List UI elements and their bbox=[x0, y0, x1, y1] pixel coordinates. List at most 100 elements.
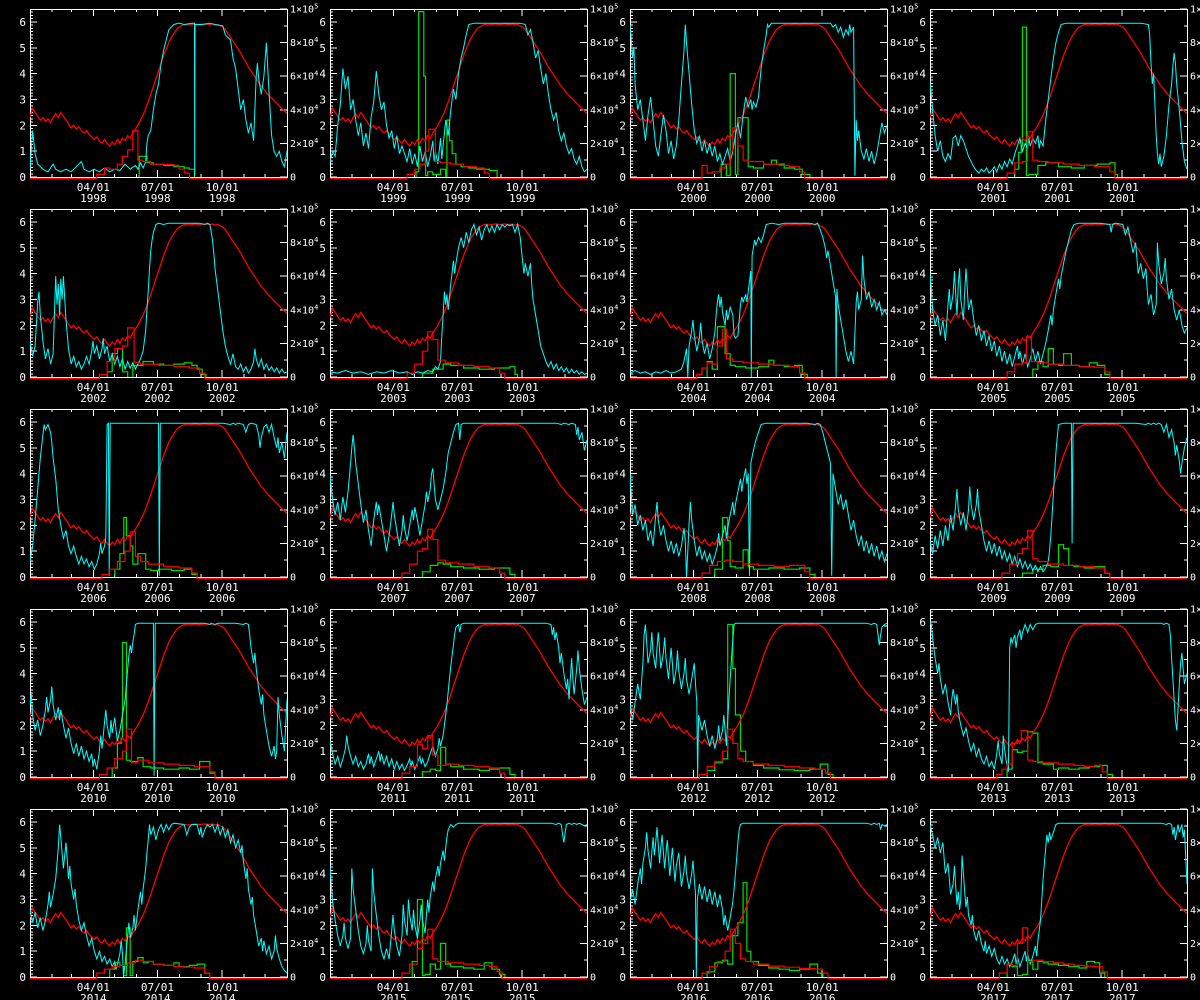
subplot-2016: 0 1 2 3 4 5 6 0 2×104 4×104 6×104 8×104 1×105 04/01 20… bbox=[600, 800, 918, 1000]
left-tick-label: 0 bbox=[319, 371, 326, 384]
x-tick-label: 07/01 bbox=[141, 581, 174, 594]
left-tick-label: 1 bbox=[919, 345, 926, 358]
left-tick-label: 1 bbox=[919, 145, 926, 158]
right-tick-label: 1×105 bbox=[590, 603, 618, 616]
x-tick-year-label: 2017 bbox=[1109, 992, 1136, 1000]
plot-svg-2005: 012345602×1044×1046×1048×1041×10504/0120… bbox=[919, 203, 1200, 406]
red-line bbox=[330, 23, 587, 148]
left-tick-label: 2 bbox=[919, 319, 926, 332]
axis-box bbox=[330, 209, 588, 378]
x-tick-year-label: 2003 bbox=[444, 392, 471, 405]
subplot-2012: 0 1 2 3 4 5 6 0 2×104 4×104 6×104 8×104 1×105 04/01 20… bbox=[600, 600, 918, 806]
series-group bbox=[930, 22, 1187, 177]
right-tick-label: 4×104 bbox=[590, 903, 618, 916]
left-tick-label: 3 bbox=[19, 93, 26, 106]
red-line bbox=[930, 823, 1187, 948]
x-tick-year-label: 1998 bbox=[144, 192, 171, 205]
series-group bbox=[330, 222, 587, 377]
left-tick-label: 6 bbox=[319, 216, 326, 229]
green-histogram bbox=[1021, 544, 1111, 577]
left-tick-label: 1 bbox=[619, 945, 626, 958]
left-tick-label: 4 bbox=[919, 268, 926, 281]
x-tick-label: 04/01 bbox=[677, 981, 710, 994]
left-tick-label: 0 bbox=[919, 971, 926, 984]
right-tick-label: 0 bbox=[290, 573, 296, 584]
right-tick-label: 8×104 bbox=[1190, 436, 1200, 449]
cyan-line bbox=[630, 622, 887, 777]
x-tick-year-label: 2010 bbox=[209, 792, 236, 805]
cyan-line bbox=[30, 822, 287, 977]
plot-svg-2014: 012345602×1044×1046×1048×1041×10504/0120… bbox=[19, 803, 318, 1000]
left-tick-label: 3 bbox=[19, 893, 26, 906]
x-tick-label: 07/01 bbox=[741, 181, 774, 194]
right-tick-label: 1×105 bbox=[890, 3, 918, 16]
right-tick-label: 0 bbox=[290, 773, 296, 784]
red-histogram bbox=[30, 129, 287, 180]
plot-svg-2004: 012345602×1044×1046×1048×1041×10504/0120… bbox=[619, 203, 918, 406]
x-tick-year-label: 2013 bbox=[1109, 792, 1136, 805]
x-tick-year-label: 2011 bbox=[509, 792, 536, 805]
right-tick-label: 1×105 bbox=[290, 403, 318, 416]
left-tick-label: 0 bbox=[619, 171, 626, 184]
x-tick-label: 07/01 bbox=[141, 381, 174, 394]
right-tick-label: 6×104 bbox=[590, 670, 618, 683]
left-tick-label: 2 bbox=[619, 319, 626, 332]
right-tick-label: 6×104 bbox=[890, 70, 918, 83]
plot-svg-2010: 012345602×1044×1046×1048×1041×10504/0120… bbox=[19, 603, 318, 806]
cyan-line bbox=[630, 22, 887, 176]
right-tick-label: 2×104 bbox=[290, 537, 318, 550]
series-group bbox=[630, 822, 887, 977]
right-tick-label: 6×104 bbox=[590, 470, 618, 483]
right-tick-label: 8×104 bbox=[890, 436, 918, 449]
left-tick-label: 3 bbox=[619, 293, 626, 306]
right-tick-label: 0 bbox=[890, 173, 896, 184]
left-tick-label: 5 bbox=[319, 442, 326, 455]
red-line bbox=[330, 423, 587, 548]
axis-box bbox=[630, 809, 888, 978]
cyan-line bbox=[930, 22, 1187, 174]
left-tick-label: 6 bbox=[319, 416, 326, 429]
right-tick-label: 2×104 bbox=[590, 537, 618, 550]
right-tick-label: 4×104 bbox=[890, 103, 918, 116]
right-tick-label: 1×105 bbox=[290, 203, 318, 216]
x-tick-label: 04/01 bbox=[677, 581, 710, 594]
left-tick-label: 5 bbox=[19, 242, 26, 255]
right-tick-label: 8×104 bbox=[590, 236, 618, 249]
x-tick-label: 04/01 bbox=[77, 981, 110, 994]
series-group bbox=[930, 422, 1187, 577]
x-tick-label: 10/01 bbox=[1106, 581, 1139, 594]
right-tick-label: 8×104 bbox=[290, 36, 318, 49]
x-tick-year-label: 1999 bbox=[444, 192, 471, 205]
left-tick-label: 6 bbox=[919, 816, 926, 829]
left-tick-label: 4 bbox=[19, 668, 26, 681]
right-tick-label: 6×104 bbox=[890, 870, 918, 883]
series-group bbox=[930, 822, 1187, 977]
x-tick-year-label: 2009 bbox=[980, 592, 1007, 605]
x-tick-year-label: 2009 bbox=[1109, 592, 1136, 605]
right-tick-label: 8×104 bbox=[590, 436, 618, 449]
axis-box bbox=[330, 609, 588, 778]
red-histogram bbox=[30, 327, 287, 380]
right-tick-label: 4×104 bbox=[1190, 903, 1200, 916]
left-tick-label: 2 bbox=[19, 519, 26, 532]
x-tick-year-label: 2014 bbox=[144, 992, 171, 1000]
axis-box bbox=[30, 609, 288, 778]
x-tick-year-label: 2014 bbox=[80, 992, 107, 1000]
green-histogram bbox=[1006, 959, 1106, 977]
left-tick-label: 6 bbox=[619, 816, 626, 829]
x-tick-year-label: 2015 bbox=[380, 992, 407, 1000]
x-tick-label: 10/01 bbox=[506, 581, 539, 594]
right-tick-label: 2×104 bbox=[1190, 537, 1200, 550]
x-tick-year-label: 2006 bbox=[144, 592, 171, 605]
axis-box bbox=[630, 609, 888, 778]
green-histogram bbox=[421, 746, 516, 777]
x-tick-label: 10/01 bbox=[1106, 981, 1139, 994]
x-tick-label: 10/01 bbox=[806, 581, 839, 594]
right-tick-label: 4×104 bbox=[290, 703, 318, 716]
red-histogram bbox=[630, 559, 887, 580]
left-tick-label: 5 bbox=[619, 842, 626, 855]
left-tick-label: 5 bbox=[319, 242, 326, 255]
right-tick-label: 2×104 bbox=[1190, 937, 1200, 950]
left-tick-label: 0 bbox=[919, 371, 926, 384]
subplot-2010: 0 1 2 3 4 5 6 0 2×104 4×104 6×104 8×104 1×105 04/01 20… bbox=[0, 600, 318, 806]
